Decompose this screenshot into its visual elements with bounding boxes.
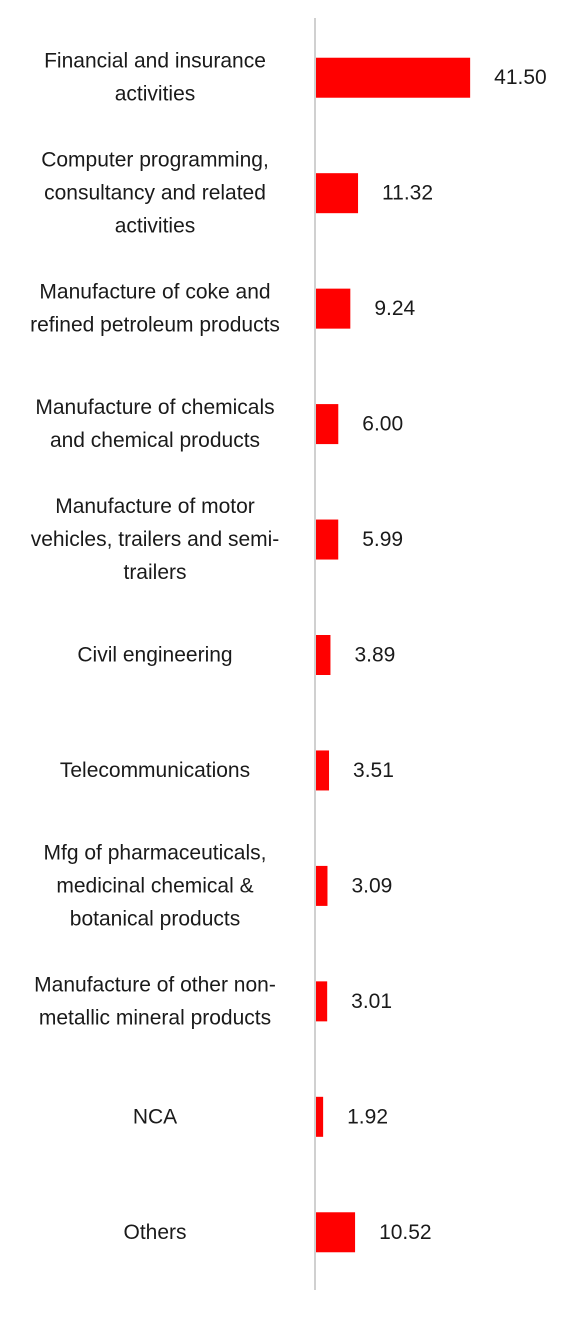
bar [316, 865, 328, 906]
category-label: Manufacture of coke and refined petroleum… [30, 281, 280, 337]
category-labels-layer: Financial and insurance activities Compute… [30, 50, 280, 1244]
category-label: Manufacture of other non-metallic minera… [34, 973, 276, 1029]
data-label: 3.09 [351, 874, 392, 897]
data-label: 6.00 [362, 413, 403, 436]
category-label: Mfg of pharmaceuticals, medicinal chemica… [44, 841, 267, 930]
bar [316, 750, 330, 791]
bar [316, 1096, 324, 1137]
data-label: 3.89 [354, 644, 395, 667]
category-label: Manufacture of chemicals and chemical pro… [35, 396, 274, 452]
category-label: Computer programming, consultancy and rel… [41, 149, 269, 238]
bar [316, 288, 351, 329]
value-labels-layer: 41.50 11.32 9.24 6.00 5.99 3.89 3.51 3.09 3.01 1.… [347, 66, 547, 1244]
data-label: 1.92 [347, 1105, 388, 1128]
category-label: Manufacture of motor vehicles, trailers a… [31, 495, 280, 584]
category-label: Telecommunications [60, 759, 250, 782]
data-label: 3.01 [351, 990, 392, 1013]
data-label: 9.24 [374, 297, 415, 320]
category-label: NCA [133, 1105, 177, 1128]
bar [316, 519, 339, 560]
data-label: 41.50 [494, 66, 547, 89]
bar [316, 404, 339, 445]
category-label: Others [123, 1221, 186, 1244]
bar [316, 173, 359, 214]
bar [316, 1212, 356, 1253]
bars-layer [316, 57, 471, 1253]
category-label: Civil engineering [77, 644, 232, 667]
data-label: 3.51 [353, 759, 394, 782]
bar [316, 57, 471, 98]
category-label: Financial and insurance activities [44, 50, 266, 106]
data-label: 11.32 [382, 182, 433, 205]
bar [316, 635, 331, 675]
data-label: 10.52 [379, 1221, 432, 1244]
data-label: 5.99 [362, 528, 403, 551]
bar [316, 981, 328, 1022]
